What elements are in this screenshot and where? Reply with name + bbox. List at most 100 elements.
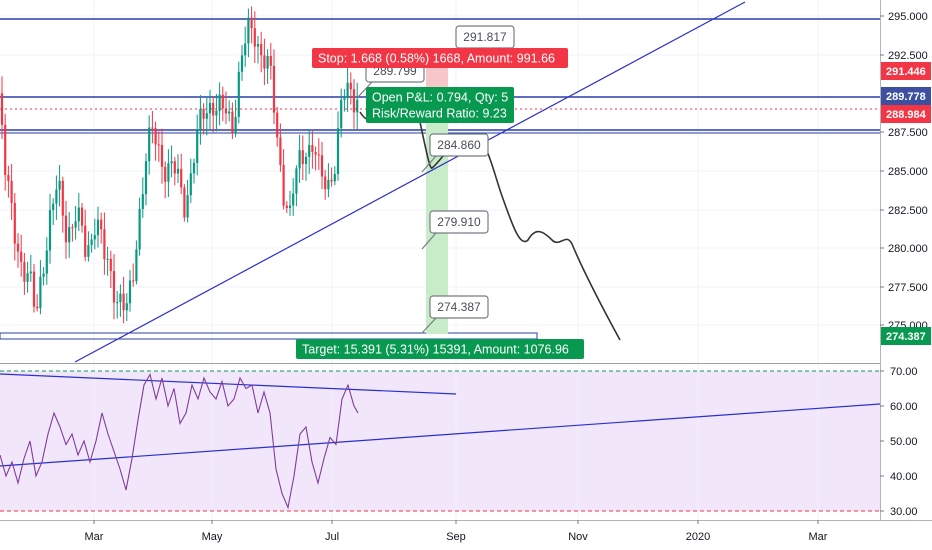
candle-body [10,181,13,203]
candle-body [141,194,144,210]
candle-body [218,94,221,111]
candle-body [272,65,276,113]
time-axis[interactable]: Mar May Jul Sep Nov 2020 Mar [85,520,828,543]
candle-body [311,145,314,153]
candle-body [304,156,308,165]
candle-body [4,124,7,176]
candle-body [276,112,279,138]
candle-body [36,306,39,309]
support-zone[interactable] [0,332,538,340]
candle-body [288,205,292,208]
candle-body [343,98,346,100]
candle-body [224,108,228,114]
candle-body [61,180,64,216]
candle-body [93,235,96,240]
price-badge-bg [881,87,931,105]
price-tick-label: 280.000 [888,243,928,255]
candle-body [253,28,256,47]
candle-body [285,205,288,208]
time-tick-label: Jul [325,531,339,543]
candle-body [42,273,45,277]
candle-body [23,261,26,282]
candle-body [80,207,84,226]
candle-body [122,293,125,311]
callout-label: 284.860 [437,138,481,152]
price-axis[interactable]: 295.000 292.500 287.500 285.000 282.500 280.0… [880,11,928,332]
candle-body [106,258,109,260]
candle-body [58,180,61,190]
candle-body [84,225,87,257]
candle-body [32,271,36,307]
candle-body [244,43,247,56]
candle-body [266,56,269,69]
candle-body [96,219,100,236]
candle-body [333,173,336,182]
candle-body [196,130,199,163]
rsi-rising-trendline[interactable] [0,403,881,467]
candle-body [64,215,68,243]
candle-body [119,293,122,303]
time-tick-label: Mar [809,531,828,543]
candle-body [103,229,106,260]
callout-label: 291.817 [463,30,507,44]
candle-body [112,271,116,303]
candle-body [20,251,23,262]
candle-body [189,173,192,196]
callout-label: 274.387 [437,300,481,314]
candle-body [100,219,103,230]
time-tick-label: 2020 [686,531,710,543]
rsi-tick-label: 60.00 [890,401,918,413]
candle-body [176,168,180,174]
candle-body [52,203,55,211]
candle-body [151,127,154,129]
price-badge-bg [881,327,931,345]
candle-body [167,163,170,182]
rsi-line[interactable] [0,373,359,510]
candle-body [240,55,244,72]
candle-body [148,127,151,162]
callout-box[interactable] [429,295,489,319]
candle-body [186,195,189,218]
pnl-label-text: Open P&L: 0.794, Qty: 5 [372,91,508,105]
candle-body [26,273,29,282]
time-tick-label: May [202,531,223,543]
candle-body [346,82,349,99]
candle-body [202,108,205,119]
rising-trendline[interactable] [74,1,746,363]
candle-body [298,150,301,169]
candle-body [144,161,148,195]
candle-body [336,128,340,174]
candle-body [349,82,352,90]
candle-body [0,93,4,125]
pnl-label-bg [366,87,514,123]
candle-body [128,280,132,304]
candle-body [215,110,218,116]
candle-body [260,44,263,56]
candle-body [68,227,71,243]
candle-body [327,179,330,190]
candle-body [29,271,32,274]
price-badge-bg [881,62,931,80]
stop-label[interactable]: Stop: 1.668 (0.58%) 1668, Amount: 991.66 [312,48,568,68]
stop-label-text: Stop: 1.668 (0.58%) 1668, Amount: 991.66 [318,52,555,66]
callout-box[interactable] [429,133,489,157]
rsi-axis[interactable]: 70.00 60.00 50.00 40.00 30.00 [880,366,918,518]
callout-box[interactable] [429,210,489,234]
pnl-label[interactable]: Open P&L: 0.794, Qty: 5 Risk/Reward Rati… [366,87,514,123]
target-label[interactable]: Target: 15.391 (5.31%) 15391, Amount: 10… [296,339,584,359]
callout-label: 279.910 [437,215,481,229]
candle-body [39,276,42,309]
candle-body [48,210,52,251]
candles [0,6,359,324]
candle-body [192,162,196,174]
candle-body [116,302,119,304]
time-tick-label: Sep [446,531,466,543]
candle-body [279,137,282,166]
candle-body [160,144,164,167]
rsi-band-fill [0,371,880,511]
candle-body [208,102,212,114]
rsi-falling-trendline[interactable] [0,373,457,395]
price-tick-label: 282.500 [888,205,928,217]
